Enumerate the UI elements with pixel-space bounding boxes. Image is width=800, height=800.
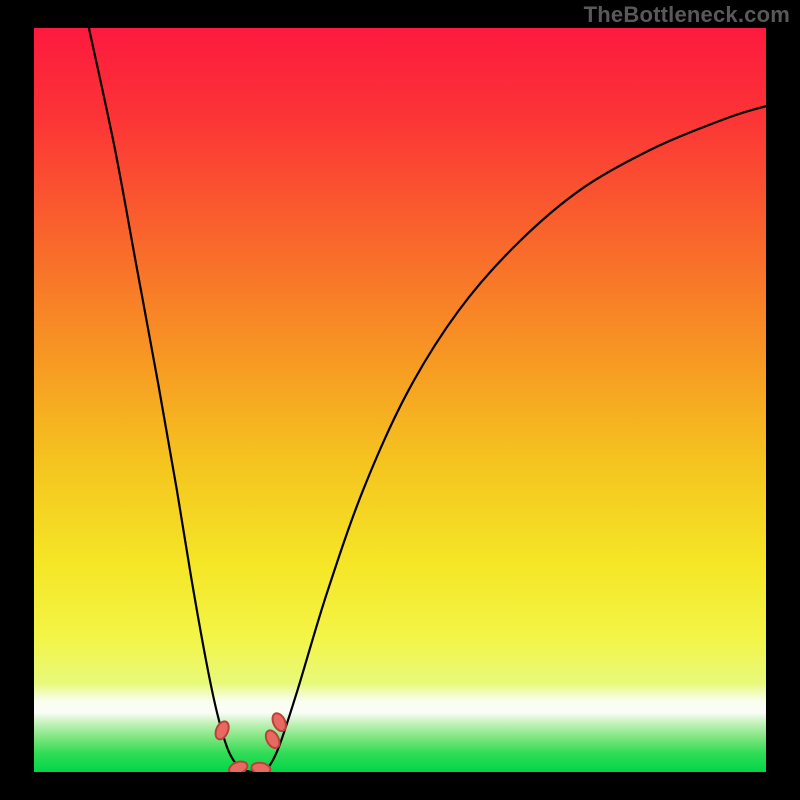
canvas: TheBottleneck.com [0,0,800,800]
plot-gradient-background [34,28,766,772]
watermark-text: TheBottleneck.com [584,2,790,28]
chart-svg [0,0,800,800]
